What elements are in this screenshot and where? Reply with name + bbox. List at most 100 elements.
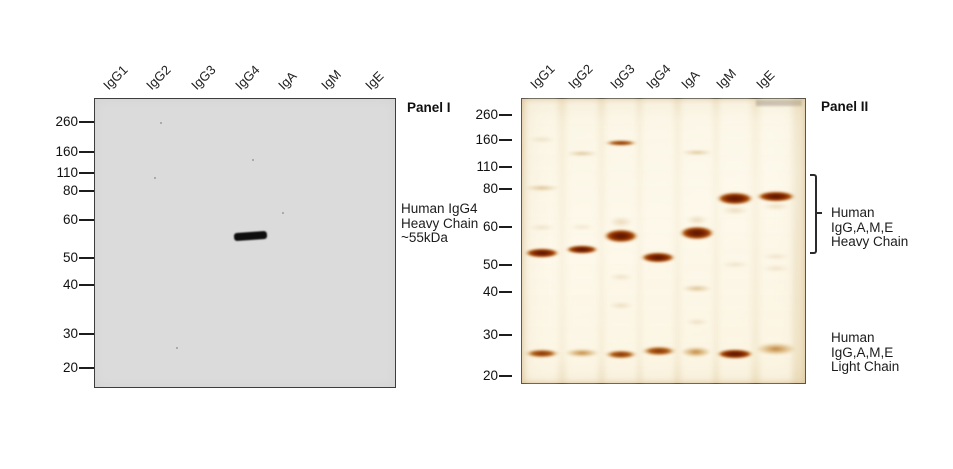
panel2-band-IgE-25kDa (756, 343, 796, 355)
panel2-lane-streak-IgE (760, 100, 792, 381)
panel2-mw-tick-50 (499, 264, 512, 266)
panel1-mw-label-80: 80 (62, 183, 78, 198)
panel2-heavy-annotation-line2: IgG,A,M,E (831, 219, 894, 235)
panel2-mw-label-40: 40 (482, 284, 498, 299)
panel2-band-IgG4-25kDa (641, 346, 677, 356)
panel2-band-IgM-50kDa (718, 261, 752, 267)
panel2-band-IgG1-80kDa (525, 185, 559, 191)
panel2-mw-label-160: 160 (475, 132, 498, 147)
panel2-band-IgE-55kDa (759, 253, 793, 259)
panel2-band-IgA-58kDa (679, 226, 715, 240)
panel2-band-IgG1-53kDa (524, 248, 560, 258)
panel2-mw-tick-20 (499, 375, 512, 377)
panel1-mw-label-160: 160 (55, 144, 78, 159)
panel2-mw-label-80: 80 (482, 181, 498, 196)
panel2-band-IgA-130kDa (681, 149, 713, 155)
panel2-mw-tick-160 (499, 139, 512, 141)
panel2-band-IgE-smear (756, 100, 802, 106)
panel2-band-IgG2-60kDa (567, 225, 597, 229)
panel1-annotation-line1: Human IgG4 (401, 201, 478, 216)
panel2-light-chain-annotation: Human IgG,A,M,E Light Chain (831, 330, 900, 375)
panel2-mw-tick-30 (499, 334, 512, 336)
panel2-mw-tick-110 (499, 166, 512, 168)
panel2-lane-label-IgE: IgE (753, 67, 778, 92)
panel1-mw-tick-30 (79, 333, 94, 335)
panel1-mw-label-20: 20 (62, 360, 78, 375)
panel1-speck-1 (154, 177, 156, 179)
panel2-lane-streak-IgG2 (566, 100, 598, 381)
panel2-band-IgG3-150kDa (604, 140, 638, 146)
panel1-mw-tick-110 (79, 172, 94, 174)
panel2-mw-tick-80 (499, 188, 512, 190)
panel2-lane-label-IgG2: IgG2 (565, 61, 596, 92)
panel2-band-IgA-smear (684, 215, 710, 225)
panel2-mw-label-110: 110 (476, 159, 498, 174)
panel2-band-IgG3-58kDa (603, 229, 639, 243)
panel1-lane-label-IgE: IgE (362, 68, 387, 93)
panel1-annotation-line2: Heavy Chain (401, 215, 479, 231)
panel1-blot (94, 98, 396, 388)
panel2-band-IgG1-25kDa (524, 348, 560, 358)
panel2-band-IgG1-160kDa (526, 136, 558, 142)
panel2-heavy-chain-annotation: Human IgG,A,M,E Heavy Chain (831, 205, 909, 250)
panel1-mw-label-30: 30 (62, 326, 78, 341)
panel1-mw-tick-20 (79, 367, 94, 369)
panel2-band-IgG2-54kDa (565, 244, 599, 254)
panel1-mw-tick-60 (79, 219, 94, 221)
panel2-lane-streak-IgG1 (526, 100, 558, 381)
panel1-mw-tick-80 (79, 190, 94, 192)
panel2-band-IgA-40kDa (682, 284, 712, 292)
panel1-speck-0 (160, 122, 162, 124)
panel2-mw-label-50: 50 (482, 257, 498, 272)
panel2-mw-tick-260 (499, 114, 512, 116)
panel2-mw-tick-60 (499, 226, 512, 228)
panel2-heavy-annotation-line3: Heavy Chain (831, 234, 909, 249)
panel2-lane-streak-IgA (681, 100, 713, 381)
panel2-band-IgM-smear (718, 205, 752, 215)
panel2-band-IgG2-25kDa (565, 349, 599, 357)
panel2-band-IgE-75kDa (756, 190, 796, 202)
panel2-band-IgE-50kDa (759, 265, 793, 271)
panel1-annotation: Human IgG4 Heavy Chain ~55kDa (401, 201, 479, 246)
panel2-lane-label-IgG3: IgG3 (607, 61, 638, 92)
panel2-band-IgG3-37kDa (606, 301, 636, 309)
panel1-mw-tick-50 (79, 257, 94, 259)
panel2-lane-streak-IgG4 (642, 100, 674, 381)
panel1-title: Panel I (407, 100, 451, 115)
panel2-heavy-annotation-line1: Human (831, 205, 875, 220)
panel2-band-IgG3-25kDa (604, 349, 638, 359)
panel2-lane-label-IgG4: IgG4 (643, 61, 674, 92)
panel1-lane-label-IgG4: IgG4 (232, 62, 263, 93)
panel2-band-IgE-smear (759, 202, 793, 210)
panel2-band-IgG3-smear (607, 216, 635, 228)
panel2-mw-tick-40 (499, 291, 512, 293)
panel2-mw-label-60: 60 (482, 219, 498, 234)
panel1-mw-tick-160 (79, 151, 94, 153)
panel1-speck-3 (282, 212, 284, 214)
panel1-mw-label-40: 40 (62, 277, 78, 292)
panel2-title: Panel II (821, 99, 869, 114)
panel2-light-annotation-line3: Light Chain (831, 359, 900, 374)
panel2-light-annotation-line1: Human (831, 330, 875, 345)
panel2-band-IgG2-130kDa (566, 150, 598, 156)
panel1-lane-label-IgA: IgA (275, 68, 300, 93)
panel2-band-IgM-75kDa (716, 191, 754, 205)
panel1-lane-label-IgG1: IgG1 (100, 62, 131, 93)
panel2-lane-label-IgG1: IgG1 (527, 61, 558, 92)
panel2-band-IgA-33kDa (683, 319, 711, 325)
panel1-speck-2 (252, 159, 254, 161)
panel1-annotation-line3: ~55kDa (401, 230, 448, 245)
panel1-mw-label-110: 110 (56, 165, 78, 180)
panel2-band-IgM-25kDa (716, 349, 754, 359)
panel2-lane-streak-IgM (719, 100, 751, 381)
panel1-mw-label-50: 50 (62, 250, 78, 265)
panel1-mw-tick-40 (79, 284, 94, 286)
panel1-mw-tick-260 (79, 121, 94, 123)
panel2-band-IgG1-60kDa (526, 224, 558, 230)
panel2-band-IgG4-52kDa (640, 251, 676, 263)
panel2-mw-label-20: 20 (482, 368, 498, 383)
panel1-lane-label-IgG3: IgG3 (188, 62, 219, 93)
panel2-mw-label-30: 30 (482, 327, 498, 342)
panel2-mw-label-260: 260 (475, 107, 498, 122)
